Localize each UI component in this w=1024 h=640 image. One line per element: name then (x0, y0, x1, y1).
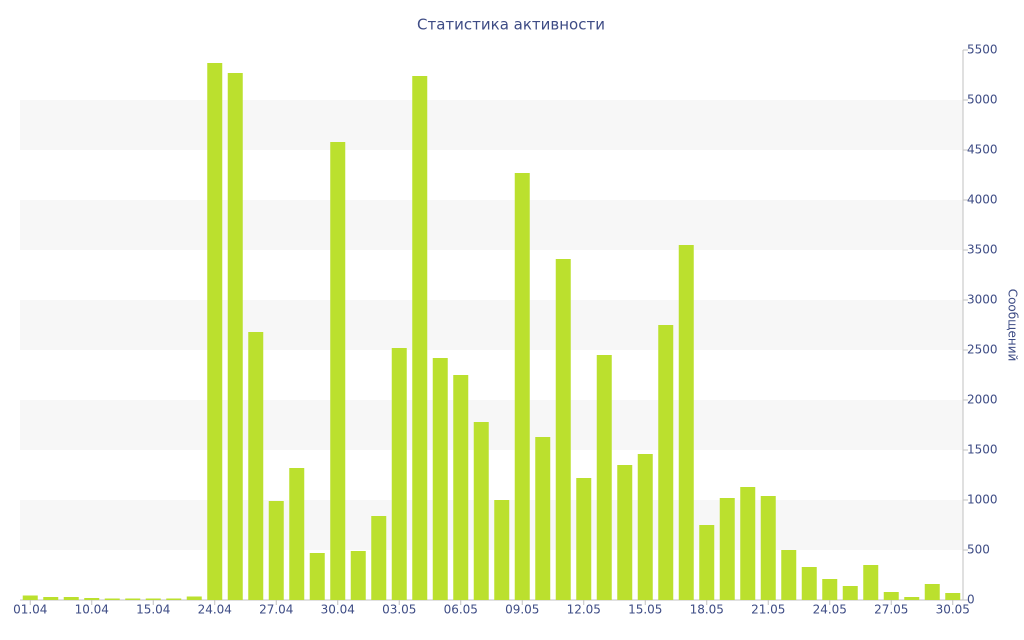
chart-title: Статистика активности (417, 16, 605, 34)
x-tick-label: 24.04 (198, 603, 232, 617)
x-tick-label: 27.04 (259, 603, 293, 617)
y-tick-label: 500 (967, 543, 990, 557)
bar (104, 598, 120, 600)
bar (637, 454, 653, 600)
bar (760, 496, 776, 600)
y-tick-label: 2000 (967, 393, 998, 407)
bar (453, 375, 469, 600)
bar (863, 565, 879, 600)
bar (186, 596, 202, 600)
bar (801, 567, 817, 600)
bar (883, 592, 899, 600)
x-tick-label: 15.05 (628, 603, 662, 617)
bar (924, 584, 940, 600)
x-tick-label: 09.05 (505, 603, 539, 617)
bar (289, 468, 305, 600)
x-tick-label: 30.05 (936, 603, 970, 617)
x-tick-label: 15.04 (136, 603, 170, 617)
bar (166, 598, 182, 600)
bar (432, 358, 448, 600)
bar (268, 501, 284, 600)
grid-band (20, 200, 963, 250)
y-tick-label: 1500 (967, 443, 998, 457)
bar (43, 597, 59, 600)
bar (576, 478, 592, 600)
bar (412, 76, 428, 600)
y-axis-label: Сообщений (1006, 289, 1020, 362)
grid-band (20, 400, 963, 450)
x-tick-label: 01.04 (13, 603, 47, 617)
grid-band (20, 500, 963, 550)
x-tick-label: 30.04 (321, 603, 355, 617)
bar (309, 553, 325, 600)
bar (22, 595, 38, 600)
y-tick-label: 4500 (967, 143, 998, 157)
y-tick-label: 2500 (967, 343, 998, 357)
bar (904, 597, 920, 600)
x-tick-label: 21.05 (751, 603, 785, 617)
bar (535, 437, 551, 600)
y-tick-label: 5500 (967, 43, 998, 57)
bar (596, 355, 612, 600)
y-tick-label: 4000 (967, 193, 998, 207)
bar (350, 551, 366, 600)
y-tick-label: 3000 (967, 293, 998, 307)
bar (719, 498, 735, 600)
bar (494, 500, 510, 600)
x-tick-label: 03.05 (382, 603, 416, 617)
bar (391, 348, 407, 600)
grid-band (20, 100, 963, 150)
bar (207, 63, 223, 600)
y-tick-label: 5000 (967, 93, 998, 107)
bar (699, 525, 715, 600)
bar (227, 73, 243, 600)
x-tick-label: 27.05 (874, 603, 908, 617)
bar (473, 422, 489, 600)
bar (555, 259, 571, 600)
bar (514, 173, 530, 600)
grid-band (20, 300, 963, 350)
bar (945, 593, 961, 600)
bar (84, 598, 100, 600)
bar (125, 598, 141, 600)
bar (822, 579, 838, 600)
x-tick-label: 10.04 (75, 603, 109, 617)
bar (63, 597, 79, 600)
y-tick-label: 1000 (967, 493, 998, 507)
bar (781, 550, 797, 600)
y-tick-label: 3500 (967, 243, 998, 257)
x-tick-label: 24.05 (813, 603, 847, 617)
bar (617, 465, 633, 600)
x-tick-label: 12.05 (567, 603, 601, 617)
bar (330, 142, 346, 600)
y-tick-label: 0 (967, 593, 975, 607)
bar (248, 332, 264, 600)
bar (842, 586, 858, 600)
bar (371, 516, 387, 600)
x-tick-label: 18.05 (690, 603, 724, 617)
bar (678, 245, 694, 600)
bar (658, 325, 674, 600)
bar (740, 487, 756, 600)
x-tick-label: 06.05 (444, 603, 478, 617)
bar (145, 598, 161, 600)
